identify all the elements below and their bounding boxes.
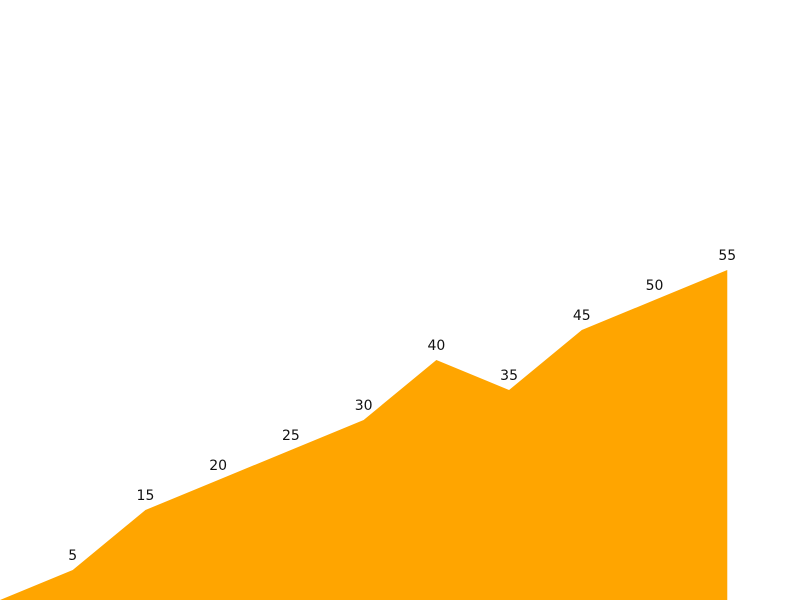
data-label: 5 xyxy=(68,548,77,564)
area-series xyxy=(0,270,728,600)
data-label: 25 xyxy=(282,428,300,444)
data-label: 15 xyxy=(137,488,155,504)
data-label: 30 xyxy=(355,398,373,414)
data-label: 50 xyxy=(646,278,664,294)
data-label: 20 xyxy=(209,458,227,474)
data-label: 55 xyxy=(718,248,736,264)
data-labels-layer: 5 15 20 25 30 40 35 45 50 55 xyxy=(68,248,736,564)
data-label: 45 xyxy=(573,308,591,324)
area-series-layer xyxy=(0,270,728,600)
data-label: 40 xyxy=(427,338,445,354)
data-label: 35 xyxy=(500,368,518,384)
